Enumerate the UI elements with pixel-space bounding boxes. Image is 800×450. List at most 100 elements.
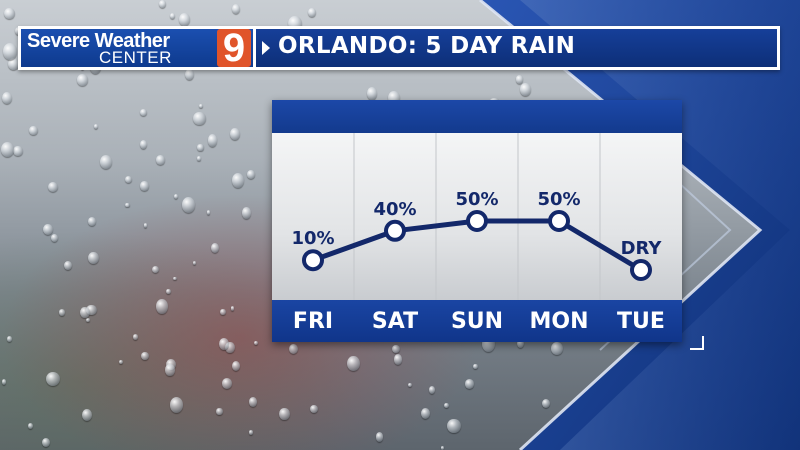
rain-chart-card: FRI SAT SUN MON TUE 10% 40% 50% 50% DRY [272, 100, 682, 342]
raindrop [8, 58, 19, 71]
data-point-mon [548, 210, 570, 232]
data-point-fri [302, 249, 324, 272]
raindrop [76, 74, 89, 86]
raindrop [230, 127, 240, 140]
raindrop [4, 8, 15, 19]
page-title: ORLANDO: 5 DAY RAIN [278, 33, 576, 59]
raindrop [170, 13, 176, 20]
play-arrow-icon [262, 41, 270, 55]
raindrop [211, 242, 220, 253]
day-label-sun: SUN [450, 309, 504, 334]
raindrop [241, 207, 252, 220]
brand-line-1: Severe Weather [27, 30, 170, 52]
raindrop [366, 87, 377, 100]
data-label-sun: 50% [455, 189, 498, 210]
raindrop [541, 398, 550, 408]
raindrop [199, 103, 203, 108]
raindrop [248, 397, 258, 408]
raindrop [392, 344, 401, 353]
raindrop [48, 181, 59, 192]
raindrop [156, 298, 168, 314]
raindrop [166, 288, 171, 295]
title-box: ORLANDO: 5 DAY RAIN [256, 29, 777, 67]
raindrop [447, 418, 461, 434]
raindrop [192, 260, 196, 265]
raindrop [192, 111, 206, 126]
day-label-sat: SAT [371, 309, 419, 334]
raindrop [179, 13, 191, 26]
brand-line-2: CENTER [99, 48, 172, 67]
chart-day-band [272, 300, 682, 342]
raindrop [132, 334, 139, 341]
raindrop [42, 224, 54, 236]
raindrop [515, 75, 524, 84]
raindrop [246, 170, 256, 179]
raindrop [13, 145, 23, 156]
raindrop [1, 142, 15, 157]
day-label-fri: FRI [292, 309, 334, 334]
raindrop [2, 43, 17, 60]
raindrop [206, 210, 211, 215]
raindrop [429, 386, 436, 394]
raindrop [58, 309, 66, 317]
raindrop [170, 397, 184, 414]
raindrop [88, 252, 99, 265]
raindrop [64, 260, 72, 270]
raindrop [158, 0, 167, 9]
raindrop [219, 337, 230, 351]
raindrop [232, 3, 241, 14]
raindrop [230, 306, 235, 311]
raindrop [86, 304, 97, 316]
data-label-fri: 10% [291, 228, 334, 249]
raindrop [307, 7, 316, 18]
data-label-sat: 40% [373, 199, 416, 220]
raindrop [197, 156, 201, 161]
raindrop [516, 339, 524, 349]
raindrop [288, 343, 298, 354]
raindrop [421, 407, 431, 420]
raindrop [125, 175, 133, 184]
raindrop [207, 134, 218, 148]
corner-bracket [690, 336, 704, 350]
raindrop [1, 91, 12, 104]
raindrop [231, 172, 245, 189]
raindrop [279, 407, 290, 421]
raindrop [309, 405, 318, 414]
raindrop [143, 223, 148, 228]
station-logo: Severe Weather CENTER 9 [21, 28, 253, 68]
raindrop [231, 360, 241, 372]
raindrop [393, 354, 403, 366]
data-label-tue: DRY [621, 238, 663, 259]
raindrop [80, 306, 90, 319]
raindrop [156, 155, 166, 165]
rain-line-chart: 10% 40% 50% 50% DRY [291, 133, 663, 300]
data-label-mon: 50% [537, 189, 580, 210]
raindrop [181, 197, 196, 213]
raindrop [151, 265, 160, 274]
raindrop [473, 363, 478, 370]
raindrop [140, 351, 149, 361]
day-label-mon: MON [529, 309, 589, 334]
data-point-tue [630, 259, 652, 281]
raindrop [165, 364, 175, 376]
raindrop [87, 217, 96, 227]
raindrop [93, 124, 99, 130]
raindrop [444, 403, 449, 409]
raindrop [140, 109, 148, 117]
raindrop [375, 432, 384, 443]
raindrop [50, 233, 58, 242]
raindrop [197, 144, 204, 151]
raindrop [220, 308, 226, 316]
raindrop [7, 335, 12, 342]
raindrop [28, 422, 33, 429]
channel-nine-logo: 9 [217, 28, 251, 68]
raindrop [248, 430, 254, 435]
raindrop [388, 90, 400, 105]
raindrop [216, 407, 223, 416]
raindrop [99, 154, 113, 169]
raindrop [551, 342, 564, 356]
raindrop [520, 83, 531, 96]
raindrop [221, 378, 232, 389]
raindrop [173, 193, 179, 200]
raindrop [125, 202, 130, 208]
